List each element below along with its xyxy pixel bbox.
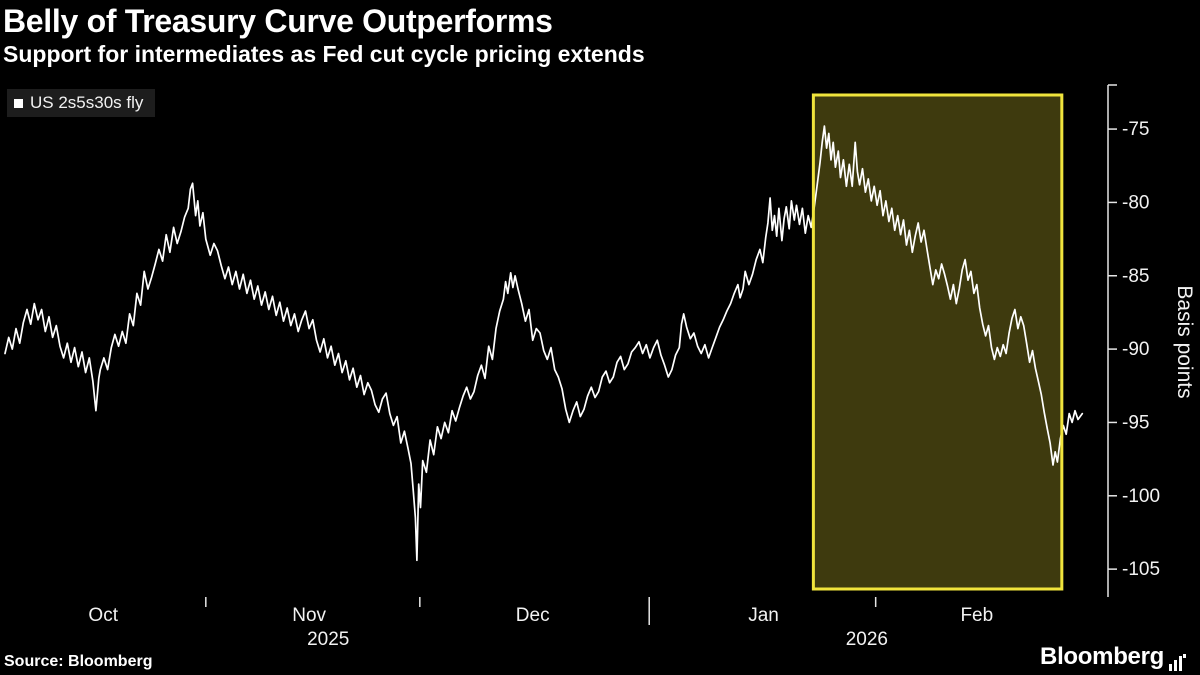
x-axis-year-label: 2025 xyxy=(307,629,349,650)
y-axis-tick-label: -85 xyxy=(1122,266,1149,287)
x-axis-month-label: Oct xyxy=(88,605,118,626)
x-axis-month-label: Nov xyxy=(292,605,326,626)
y-axis-title: Basis points xyxy=(1173,285,1196,399)
chart-title: Belly of Treasury Curve Outperforms xyxy=(3,3,553,39)
x-axis-month-label: Jan xyxy=(748,605,779,626)
legend: US 2s5s30s fly xyxy=(7,89,156,117)
highlight-region-border xyxy=(811,93,1064,591)
y-axis-tick-label: -95 xyxy=(1122,412,1149,433)
chart-header: Belly of Treasury Curve Outperforms Supp… xyxy=(3,3,645,68)
x-axis-month-label: Feb xyxy=(960,605,993,626)
bloomberg-bars-icon xyxy=(1169,654,1186,671)
chart-subtitle: Support for intermediates as Fed cut cyc… xyxy=(3,41,645,68)
x-axis-month-label: Dec xyxy=(516,605,550,626)
bloomberg-logo-text: Bloomberg xyxy=(1040,643,1164,670)
bloomberg-logo: Bloomberg xyxy=(1040,643,1186,671)
price-line xyxy=(4,125,1084,562)
y-axis-tick-label: -105 xyxy=(1122,559,1160,580)
y-axis-tick-label: -90 xyxy=(1122,339,1149,360)
y-axis-tick-label: -75 xyxy=(1122,119,1149,140)
legend-swatch xyxy=(14,98,23,108)
y-axis-tick-label: -80 xyxy=(1122,192,1149,213)
x-axis-year-label: 2026 xyxy=(846,629,888,650)
highlight-region-fill xyxy=(813,95,1062,589)
source-note: Source: Bloomberg xyxy=(4,653,153,670)
legend-label: US 2s5s30s fly xyxy=(30,93,144,112)
y-axis-tick-label: -100 xyxy=(1122,486,1160,507)
